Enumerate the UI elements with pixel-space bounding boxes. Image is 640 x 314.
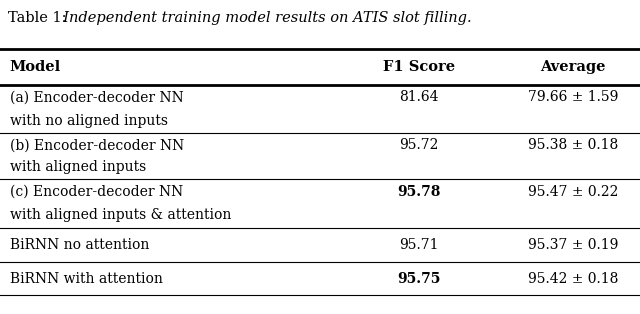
- Text: 95.78: 95.78: [397, 185, 441, 199]
- Text: with aligned inputs: with aligned inputs: [10, 160, 146, 174]
- Text: Table 1:: Table 1:: [8, 11, 66, 25]
- Text: 79.66 ± 1.59: 79.66 ± 1.59: [527, 90, 618, 105]
- Text: F1 Score: F1 Score: [383, 60, 455, 74]
- Text: 95.72: 95.72: [399, 138, 439, 152]
- Text: Average: Average: [540, 60, 605, 74]
- Text: (c) Encoder-decoder NN: (c) Encoder-decoder NN: [10, 185, 183, 199]
- Text: Model: Model: [10, 60, 61, 74]
- Text: Independent training model results on ATIS slot filling.: Independent training model results on AT…: [54, 11, 472, 25]
- Text: 95.42 ± 0.18: 95.42 ± 0.18: [527, 272, 618, 285]
- Text: BiRNN no attention: BiRNN no attention: [10, 238, 149, 252]
- Text: with no aligned inputs: with no aligned inputs: [10, 114, 168, 128]
- Text: 95.71: 95.71: [399, 238, 439, 252]
- Text: BiRNN with attention: BiRNN with attention: [10, 272, 163, 285]
- Text: 81.64: 81.64: [399, 90, 439, 105]
- Text: 95.75: 95.75: [397, 272, 441, 285]
- Text: (a) Encoder-decoder NN: (a) Encoder-decoder NN: [10, 90, 183, 105]
- Text: 95.37 ± 0.19: 95.37 ± 0.19: [527, 238, 618, 252]
- Text: with aligned inputs & attention: with aligned inputs & attention: [10, 208, 231, 222]
- Text: 95.47 ± 0.22: 95.47 ± 0.22: [527, 185, 618, 199]
- Text: 95.38 ± 0.18: 95.38 ± 0.18: [527, 138, 618, 152]
- Text: (b) Encoder-decoder NN: (b) Encoder-decoder NN: [10, 138, 184, 152]
